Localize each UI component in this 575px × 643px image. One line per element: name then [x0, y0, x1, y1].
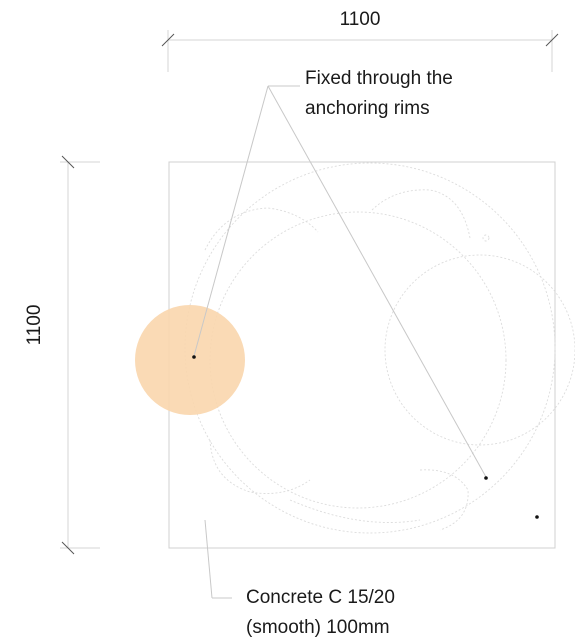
anchor-point-left: [192, 355, 196, 359]
leader-lines: [193, 85, 487, 599]
anchor-point-right: [484, 476, 488, 480]
anchor-note-line-2: anchoring rims: [305, 98, 430, 119]
width-dimension-label: 1100: [340, 9, 381, 30]
material-note-line-2: (smooth) 100mm: [246, 617, 390, 638]
lower-right-arc: [419, 469, 469, 531]
right-large-circle: [384, 254, 575, 446]
upper-right-arc: [371, 189, 471, 239]
anchor-points: [192, 355, 539, 519]
width-dimension: 1100: [161, 9, 559, 72]
lower-left-arc: [209, 439, 311, 494]
anchor-note-line-1: Fixed through the: [305, 68, 453, 89]
material-note-line-1: Concrete C 15/20: [246, 587, 395, 608]
height-dimension-label: 1100: [24, 305, 45, 346]
height-dimension: 1100: [24, 155, 100, 555]
anchor-note: Fixed through the anchoring rims: [305, 68, 458, 119]
anchor-point-corner: [535, 515, 539, 519]
material-note: Concrete C 15/20 (smooth) 100mm: [246, 587, 400, 638]
highlight-anchor-circle: [135, 305, 245, 415]
upper-left-arc: [204, 207, 319, 251]
bottom-arc: [289, 499, 421, 523]
small-marker-circle: [482, 234, 490, 242]
